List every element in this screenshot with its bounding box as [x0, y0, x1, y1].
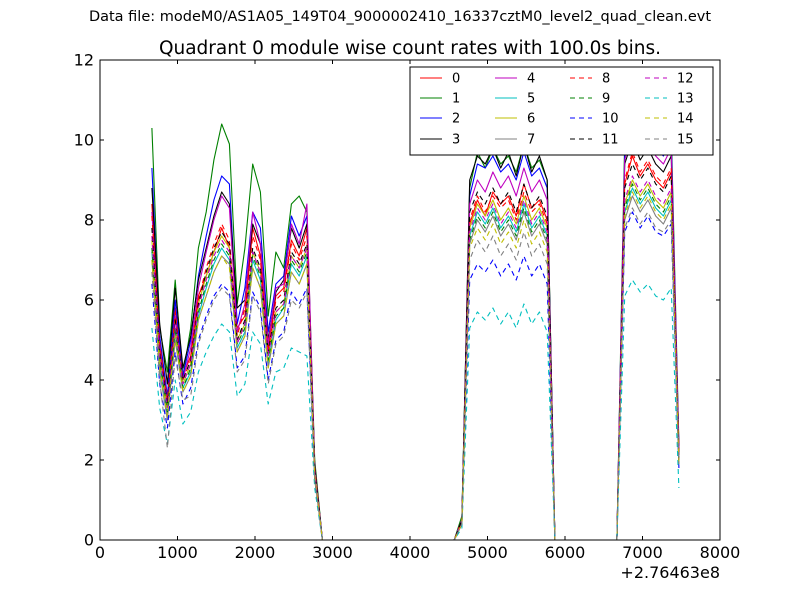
- x-tick-label: 4000: [390, 543, 431, 562]
- series-line-7: [151, 195, 680, 541]
- x-tick-label: 7000: [622, 543, 663, 562]
- series-layer: [151, 111, 680, 541]
- x-tick-label: 0: [95, 543, 105, 562]
- y-tick-label: 12: [74, 51, 94, 70]
- legend-label-13: 13: [677, 92, 694, 107]
- legend-label-6: 6: [527, 112, 535, 127]
- x-tick-label: 3000: [312, 543, 353, 562]
- ticks-layer: 0 1000 2000 3000 4000 5000 6000 7000 80000246810…: [74, 51, 741, 563]
- series-line-15: [151, 207, 680, 541]
- legend-label-1: 1: [452, 92, 460, 107]
- legend-box: [409, 66, 714, 156]
- y-tick-label: 2: [84, 451, 94, 470]
- x-tick-label: 8000: [700, 543, 741, 562]
- y-tick-label: 8: [84, 211, 94, 230]
- legend-label-10: 10: [602, 112, 619, 127]
- figure-suptitle: Data file: modeM0/AS1A05_149T04_90000024…: [88, 9, 712, 25]
- legend-label-7: 7: [527, 133, 535, 148]
- series-line-2: [151, 127, 680, 541]
- legend-label-2: 2: [452, 112, 460, 127]
- series-line-14: [151, 191, 680, 541]
- legend-label-12: 12: [677, 72, 694, 87]
- x-tick-label: 1000: [157, 543, 198, 562]
- legend-label-11: 11: [602, 133, 619, 148]
- legend-label-4: 4: [527, 72, 535, 87]
- y-tick-label: 6: [84, 291, 94, 310]
- legend-label-0: 0: [452, 72, 460, 87]
- series-line-3: [151, 139, 680, 541]
- legend-label-9: 9: [602, 92, 610, 107]
- series-line-4: [151, 131, 680, 541]
- y-tick-label: 4: [84, 371, 94, 390]
- y-tick-label: 0: [84, 531, 94, 550]
- series-line-13: [151, 279, 680, 541]
- x-axis-offset-label: +2.76463e8: [620, 563, 720, 582]
- legend-label-8: 8: [602, 72, 610, 87]
- x-tick-label: 2000: [235, 543, 276, 562]
- legend-label-15: 15: [677, 133, 694, 148]
- legend-label-5: 5: [527, 92, 535, 107]
- x-tick-label: 6000: [545, 543, 586, 562]
- legend-label-3: 3: [452, 133, 460, 148]
- chart-title: Quadrant 0 module wise count rates with …: [159, 38, 661, 59]
- legend-label-14: 14: [677, 112, 694, 127]
- x-tick-label: 5000: [467, 543, 508, 562]
- series-line-1: [151, 111, 680, 541]
- y-tick-label: 10: [74, 131, 94, 150]
